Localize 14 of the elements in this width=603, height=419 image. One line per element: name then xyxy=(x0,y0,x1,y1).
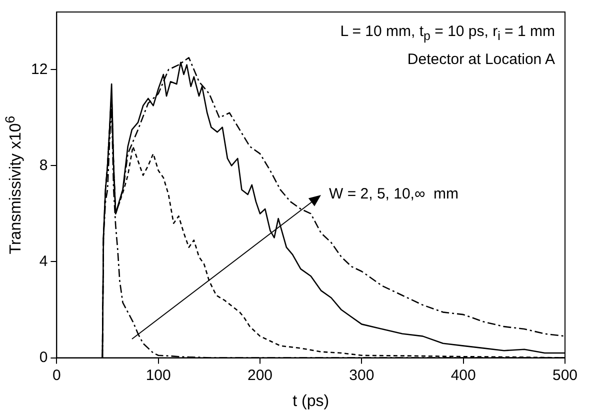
x-tick-label: 100 xyxy=(146,366,171,384)
y-tick-label: 0 xyxy=(39,348,48,366)
annotation: Detector at Location A xyxy=(406,50,555,70)
y-tick-label: 4 xyxy=(39,252,48,270)
x-tick-label: 400 xyxy=(450,366,476,384)
x-axis-title: t (ps) xyxy=(292,392,330,410)
annotation: W = 2, 5, 10,∞ mm xyxy=(329,186,458,203)
annotation: L = 10 mm, t$_{p}$ = 10 ps, r$_{i}$ = 1 mm xyxy=(340,22,555,45)
x-tick-label: 0 xyxy=(52,366,61,384)
x-tick-label: 300 xyxy=(349,366,374,384)
y-tick-label: 12 xyxy=(30,60,48,78)
y-tick-label: 8 xyxy=(39,156,48,174)
x-tick-label: 200 xyxy=(247,366,273,384)
x-tick-label: 500 xyxy=(552,366,578,384)
